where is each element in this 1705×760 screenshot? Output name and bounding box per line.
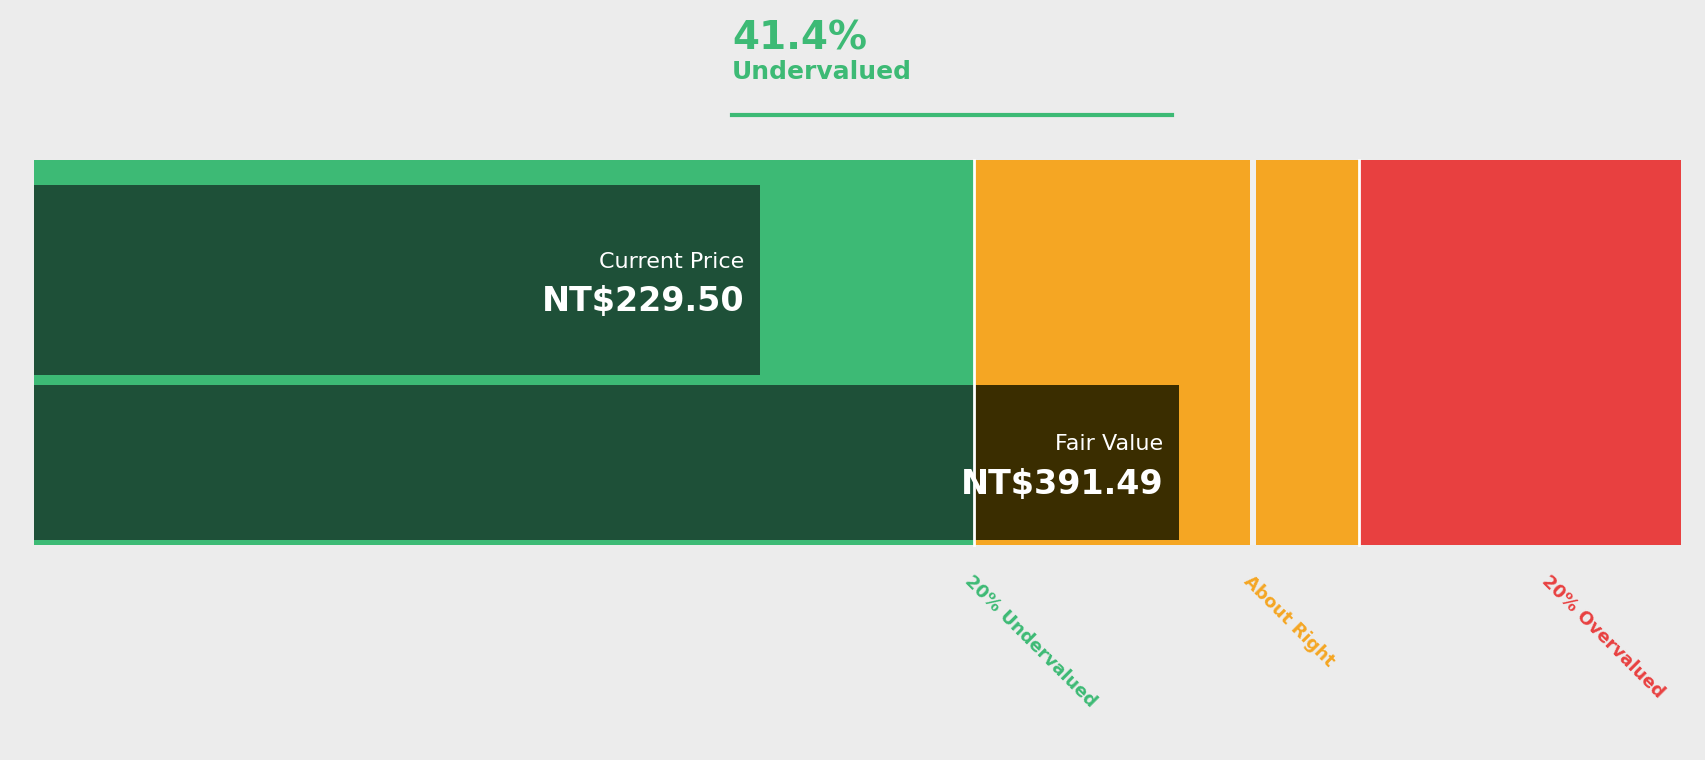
Text: About Right: About Right <box>1240 572 1338 670</box>
Text: NT$229.50: NT$229.50 <box>542 286 743 318</box>
Bar <box>1357 160 1679 545</box>
Text: Fair Value: Fair Value <box>1054 435 1163 454</box>
Text: 20% Undervalued: 20% Undervalued <box>960 572 1100 711</box>
Bar <box>34 185 759 375</box>
Text: Current Price: Current Price <box>598 252 743 272</box>
Text: 20% Overvalued: 20% Overvalued <box>1538 572 1667 701</box>
Text: NT$391.49: NT$391.49 <box>960 468 1163 501</box>
Bar <box>974 160 1357 545</box>
Text: Undervalued: Undervalued <box>731 60 912 84</box>
Bar <box>34 385 974 540</box>
Bar <box>1250 160 1255 545</box>
Bar <box>974 385 1178 540</box>
Text: 41.4%: 41.4% <box>731 19 866 57</box>
Bar <box>34 160 974 545</box>
